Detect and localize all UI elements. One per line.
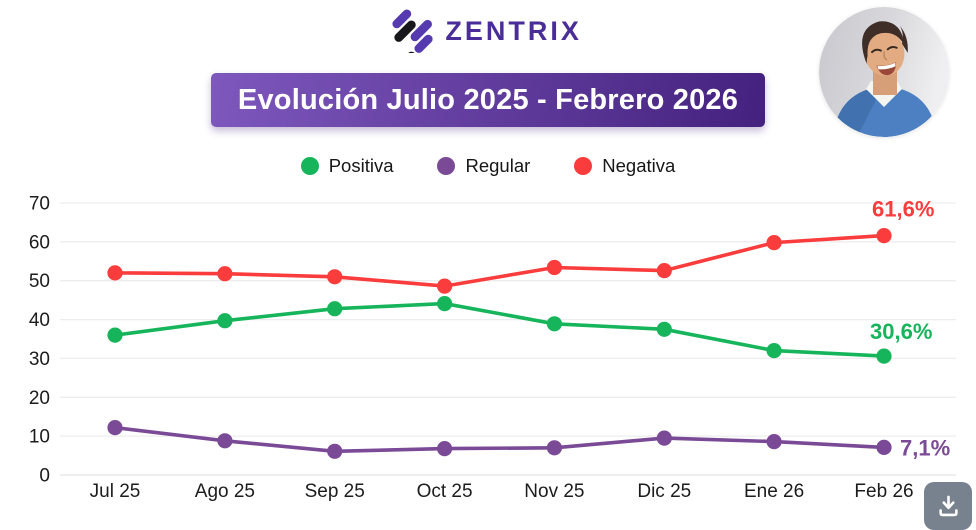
legend-item-positiva: Positiva [300, 155, 394, 177]
title-banner: Evolución Julio 2025 - Febrero 2026 [211, 73, 765, 127]
zentrix-logo-text: ZENTRIX [445, 15, 582, 46]
end-label-regular: 7,1% [900, 435, 950, 460]
line-chart: 0 10 20 30 40 50 60 70 Jul 25 Ago 25 Sep 25 Oct 25 N… [29, 194, 956, 502]
data-point-negativa-7 [876, 228, 892, 244]
x-tick-label-ago-25: Ago 25 [195, 481, 255, 502]
data-point-negativa-3 [437, 278, 453, 294]
data-point-negativa-4 [546, 259, 563, 276]
legend-label-positiva: Positiva [328, 155, 394, 176]
data-point-negativa-2 [327, 269, 343, 285]
data-point-regular-5 [656, 430, 672, 446]
x-tick-label-ene-26: Ene 26 [744, 481, 804, 502]
data-point-positiva-3 [437, 296, 453, 312]
data-point-negativa-1 [217, 266, 233, 282]
data-point-positiva-5 [656, 321, 672, 337]
zentrix-logo-icon [392, 9, 433, 53]
x-tick-label-oct-25: Oct 25 [417, 481, 473, 502]
data-point-positiva-1 [217, 313, 233, 329]
series-line-positiva [113, 301, 886, 358]
end-label-negativa: 61,6% [872, 197, 934, 222]
end-label-positiva: 30,6% [870, 319, 932, 344]
chart-title: Evolución Julio 2025 - Febrero 2026 [237, 83, 739, 116]
y-tick-label-20: 20 [29, 388, 50, 409]
legend-dot-regular [437, 157, 456, 175]
legend-item-negativa: Negativa [574, 155, 675, 177]
profile-photo [819, 7, 949, 137]
legend-item-regular: Regular [437, 155, 530, 177]
data-point-negativa-6 [766, 235, 782, 251]
x-tick-label-sep-25: Sep 25 [305, 481, 365, 502]
data-point-positiva-7 [876, 348, 892, 364]
x-tick-label-feb-26: Feb 26 [854, 481, 913, 502]
data-point-negativa-5 [656, 263, 672, 279]
data-point-regular-1 [217, 433, 233, 449]
y-tick-label-40: 40 [29, 310, 50, 331]
legend-dot-positiva [300, 157, 319, 175]
chart-legend: Positiva Regular Negativa [0, 150, 976, 182]
zentrix-logo: ZENTRIX [390, 6, 582, 56]
data-point-negativa-0 [107, 265, 123, 281]
download-button[interactable] [924, 482, 972, 530]
data-point-positiva-0 [107, 327, 123, 343]
legend-label-negativa: Negativa [602, 155, 676, 176]
data-point-positiva-4 [546, 316, 563, 332]
x-tick-label-dic-25: Dic 25 [637, 481, 691, 502]
profile-photo-image [819, 7, 949, 137]
series-line-regular [113, 425, 886, 454]
data-point-regular-0 [107, 420, 123, 436]
y-tick-label-70: 70 [29, 194, 50, 215]
data-point-positiva-6 [766, 343, 782, 359]
download-icon [938, 495, 958, 516]
data-point-regular-4 [546, 440, 563, 456]
legend-label-regular: Regular [465, 155, 531, 176]
y-tick-label-60: 60 [29, 232, 50, 253]
data-point-regular-6 [766, 434, 782, 450]
data-point-regular-7 [876, 439, 892, 455]
x-tick-label-nov-25: Nov 25 [524, 481, 584, 502]
series-line-negativa [113, 233, 886, 288]
y-tick-label-0: 0 [39, 466, 50, 487]
data-point-regular-3 [437, 441, 453, 457]
y-tick-label-10: 10 [29, 427, 50, 448]
y-tick-label-30: 30 [29, 349, 50, 370]
data-point-regular-2 [327, 443, 343, 459]
x-tick-label-jul-25: Jul 25 [90, 481, 141, 502]
data-point-positiva-2 [327, 301, 343, 317]
y-tick-label-50: 50 [29, 271, 50, 292]
legend-dot-negativa [574, 157, 593, 175]
